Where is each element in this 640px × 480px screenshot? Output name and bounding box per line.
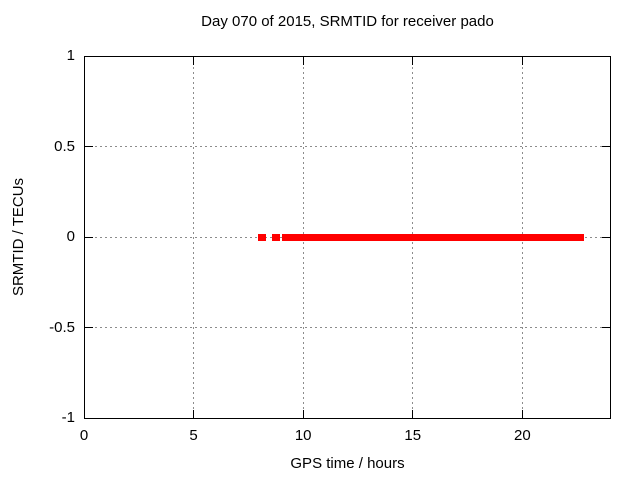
y-gridline [85,327,609,328]
x-tick-top [412,57,414,65]
x-tick-label: 0 [79,427,89,444]
x-tick-bottom [193,410,195,418]
x-tick-bottom [521,410,523,418]
y-tick-left [85,236,93,238]
y-tick-right [602,55,610,57]
y-tick-left [85,327,93,328]
x-tick-top [521,57,523,65]
y-tick-right [602,146,610,147]
x-tick-top [302,57,304,65]
x-tick-top [193,57,195,65]
plot-area [84,56,611,419]
x-tick-top [83,57,85,65]
y-tick-left [85,146,93,147]
y-tick-label: 1 [66,47,75,64]
y-tick-label: -0.5 [49,318,75,336]
x-tick-label: 10 [294,427,312,444]
data-segment [282,233,584,241]
data-segment [272,233,281,241]
x-tick-bottom [302,410,304,418]
y-tick-label: 0 [66,228,75,245]
x-tick-bottom [412,410,414,418]
x-tick-label: 20 [513,427,531,444]
y-tick-label: -1 [61,409,75,426]
chart-title: Day 070 of 2015, SRMTID for receiver pad… [201,13,494,30]
y-tick-left [85,417,93,419]
x-tick-label: 15 [404,427,422,444]
y-tick-left [85,55,93,57]
x-tick-label: 5 [189,427,198,444]
y-tick-label: 0.5 [54,137,75,155]
data-segment [258,233,266,241]
y-tick-right [602,327,610,328]
x-axis-label: GPS time / hours [290,455,405,472]
y-tick-right [602,417,610,419]
y-gridline [85,146,609,147]
x-tick-bottom [83,410,85,418]
y-tick-right [602,236,610,238]
